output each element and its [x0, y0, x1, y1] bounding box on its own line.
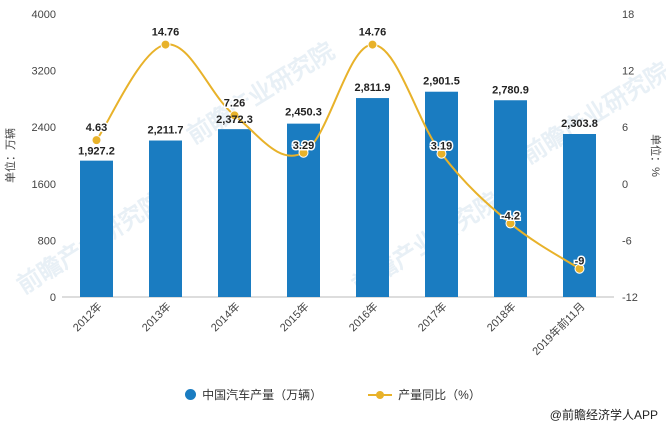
y-left-axis-title: 单位：万辆	[3, 128, 17, 183]
x-tick-label: 2019年前11月	[529, 299, 588, 358]
line-point	[91, 135, 102, 146]
bar	[494, 100, 527, 297]
legend-line-swatch	[368, 389, 393, 401]
bar-value-label: 2,811.9	[354, 82, 390, 94]
y-left-tick-label: 3200	[32, 66, 56, 78]
y-left-tick-label: 800	[38, 235, 56, 247]
x-tick-label: 2012年	[70, 299, 105, 334]
y-left-tick-label: 2400	[32, 122, 56, 134]
line-value-label: -9	[575, 256, 585, 268]
bar	[425, 91, 458, 297]
bar-value-label: 2,303.8	[561, 118, 598, 130]
y-left-tick-label: 4000	[32, 9, 56, 21]
bar-value-label: 2,211.7	[147, 125, 183, 137]
line-value-label: 3.19	[431, 141, 452, 153]
line-value-label: 4.63	[86, 122, 107, 134]
legend-bar-swatch	[185, 389, 197, 400]
x-tick-label: 2013年	[139, 299, 174, 334]
x-tick-label: 2017年	[415, 299, 450, 334]
bar	[218, 129, 251, 297]
line-point	[505, 218, 516, 229]
legend-item-production[interactable]: 中国汽车产量（万辆）	[185, 386, 322, 403]
line-point	[160, 39, 171, 50]
bar-value-label: 2,372.3	[216, 114, 253, 126]
source-credit: @前瞻经济学人APP	[549, 408, 658, 422]
bar-value-label: 2,780.9	[492, 84, 529, 96]
line-value-label: 14.76	[152, 27, 180, 39]
line-point	[436, 148, 447, 159]
y-left-tick-label: 1600	[32, 179, 56, 191]
bar	[80, 160, 113, 297]
y-right-tick-label: 12	[622, 66, 634, 78]
y-right-tick-label: 18	[622, 9, 634, 21]
y-right-axis-title: 单位：%	[649, 134, 663, 177]
y-right-tick-label: 0	[622, 179, 628, 191]
bar	[356, 98, 389, 297]
line-value-label: 14.76	[359, 27, 387, 39]
x-tick-label: 2014年	[208, 299, 243, 334]
line-point	[229, 110, 240, 121]
bar-value-label: 2,450.3	[285, 107, 322, 119]
line-value-label: -4.2	[501, 210, 520, 222]
line-point	[298, 147, 309, 158]
legend: 中国汽车产量（万辆） 产量同比（%）	[0, 386, 666, 403]
bar-value-label: 1,927.2	[78, 146, 115, 158]
x-tick-label: 2015年	[277, 299, 312, 334]
legend-label-production: 中国汽车产量（万辆）	[202, 388, 323, 402]
line-value-label: 3.29	[293, 140, 314, 152]
legend-item-yoy[interactable]: 产量同比（%）	[368, 386, 481, 403]
y-right-tick-label: 6	[622, 122, 628, 134]
line-point	[574, 263, 585, 274]
bar	[149, 140, 182, 297]
bar-value-label: 2,901.5	[423, 76, 460, 88]
legend-label-yoy: 产量同比（%）	[398, 388, 481, 402]
y-right-tick-label: -6	[622, 235, 632, 247]
line-point	[367, 39, 378, 50]
y-right-tick-label: -12	[622, 292, 638, 304]
line-value-label: 7.26	[224, 97, 245, 109]
x-tick-label: 2016年	[346, 299, 381, 334]
y-left-tick-label: 0	[50, 292, 56, 304]
x-tick-label: 2018年	[484, 299, 519, 334]
